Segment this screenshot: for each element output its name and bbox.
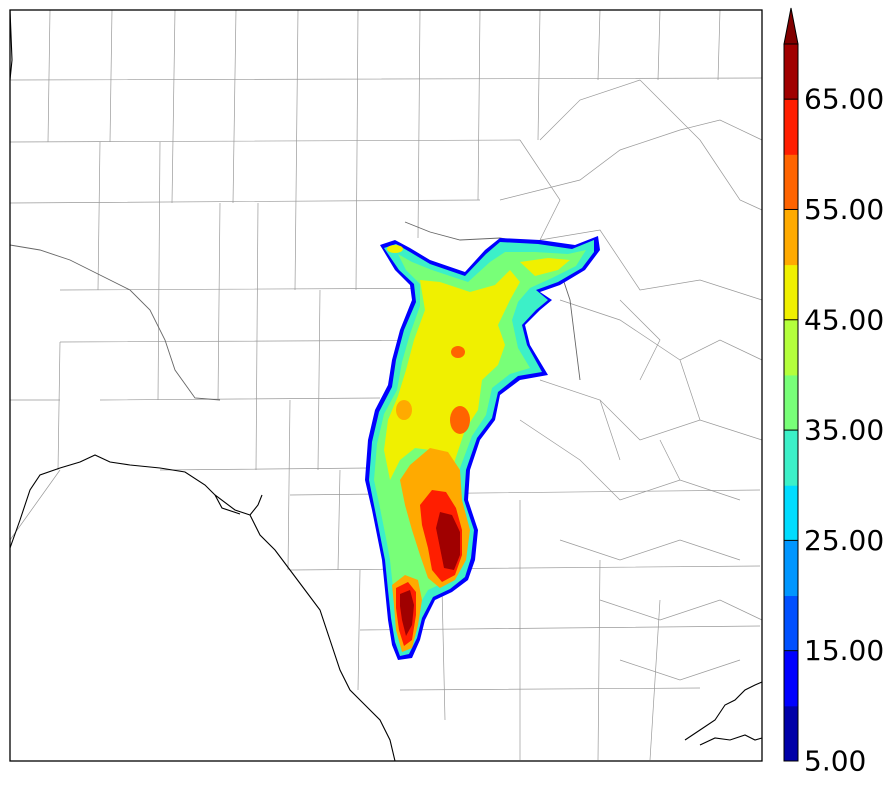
colorbar: 5.00 15.00 25.00 35.00 45.00 55.00 65.00 [783,7,884,778]
colorbar-band [784,485,798,541]
field-high [384,270,520,492]
field-cell-2 [450,406,470,434]
colorbar-band [784,430,798,486]
colorbar-tick-label: 45.00 [804,303,884,336]
colorbar-tick-label: 5.00 [804,745,866,778]
map-frame [9,9,763,762]
colorbar-band [784,44,798,100]
county-lines [9,9,763,761]
colorbar-band [784,705,798,762]
colorbar-band [784,99,798,155]
colorbar-band [784,154,798,210]
radar-map [9,9,763,762]
colorbar-tick-label: 65.00 [804,83,884,116]
colorbar-band [784,209,798,266]
colorbar-tick-label: 35.00 [804,414,884,447]
field-cell-4 [387,245,403,253]
colorbar-extend-arrow [783,7,799,45]
colorbar-tick-label: 25.00 [804,524,884,557]
colorbar-band [784,264,798,321]
field-darkred [436,512,460,570]
field-cell-1 [396,400,412,420]
colorbar-band [784,319,798,376]
colorbar-ticks: 5.00 15.00 25.00 35.00 45.00 55.00 65.00 [784,83,884,778]
colorbar-band [784,374,798,431]
colorbar-tick-label: 55.00 [804,193,884,226]
map-background [10,10,762,761]
colorbar-band [784,595,798,652]
colorbar-band [784,540,798,597]
coastline [9,9,763,762]
field-darkred-south [400,590,414,636]
field-yellow-north [520,258,570,276]
precipitation-field [365,236,600,660]
colorbar-bands [784,44,798,762]
colorbar-tick-label: 15.00 [804,634,884,667]
colorbar-band [784,650,798,707]
field-cell-3 [451,346,465,358]
